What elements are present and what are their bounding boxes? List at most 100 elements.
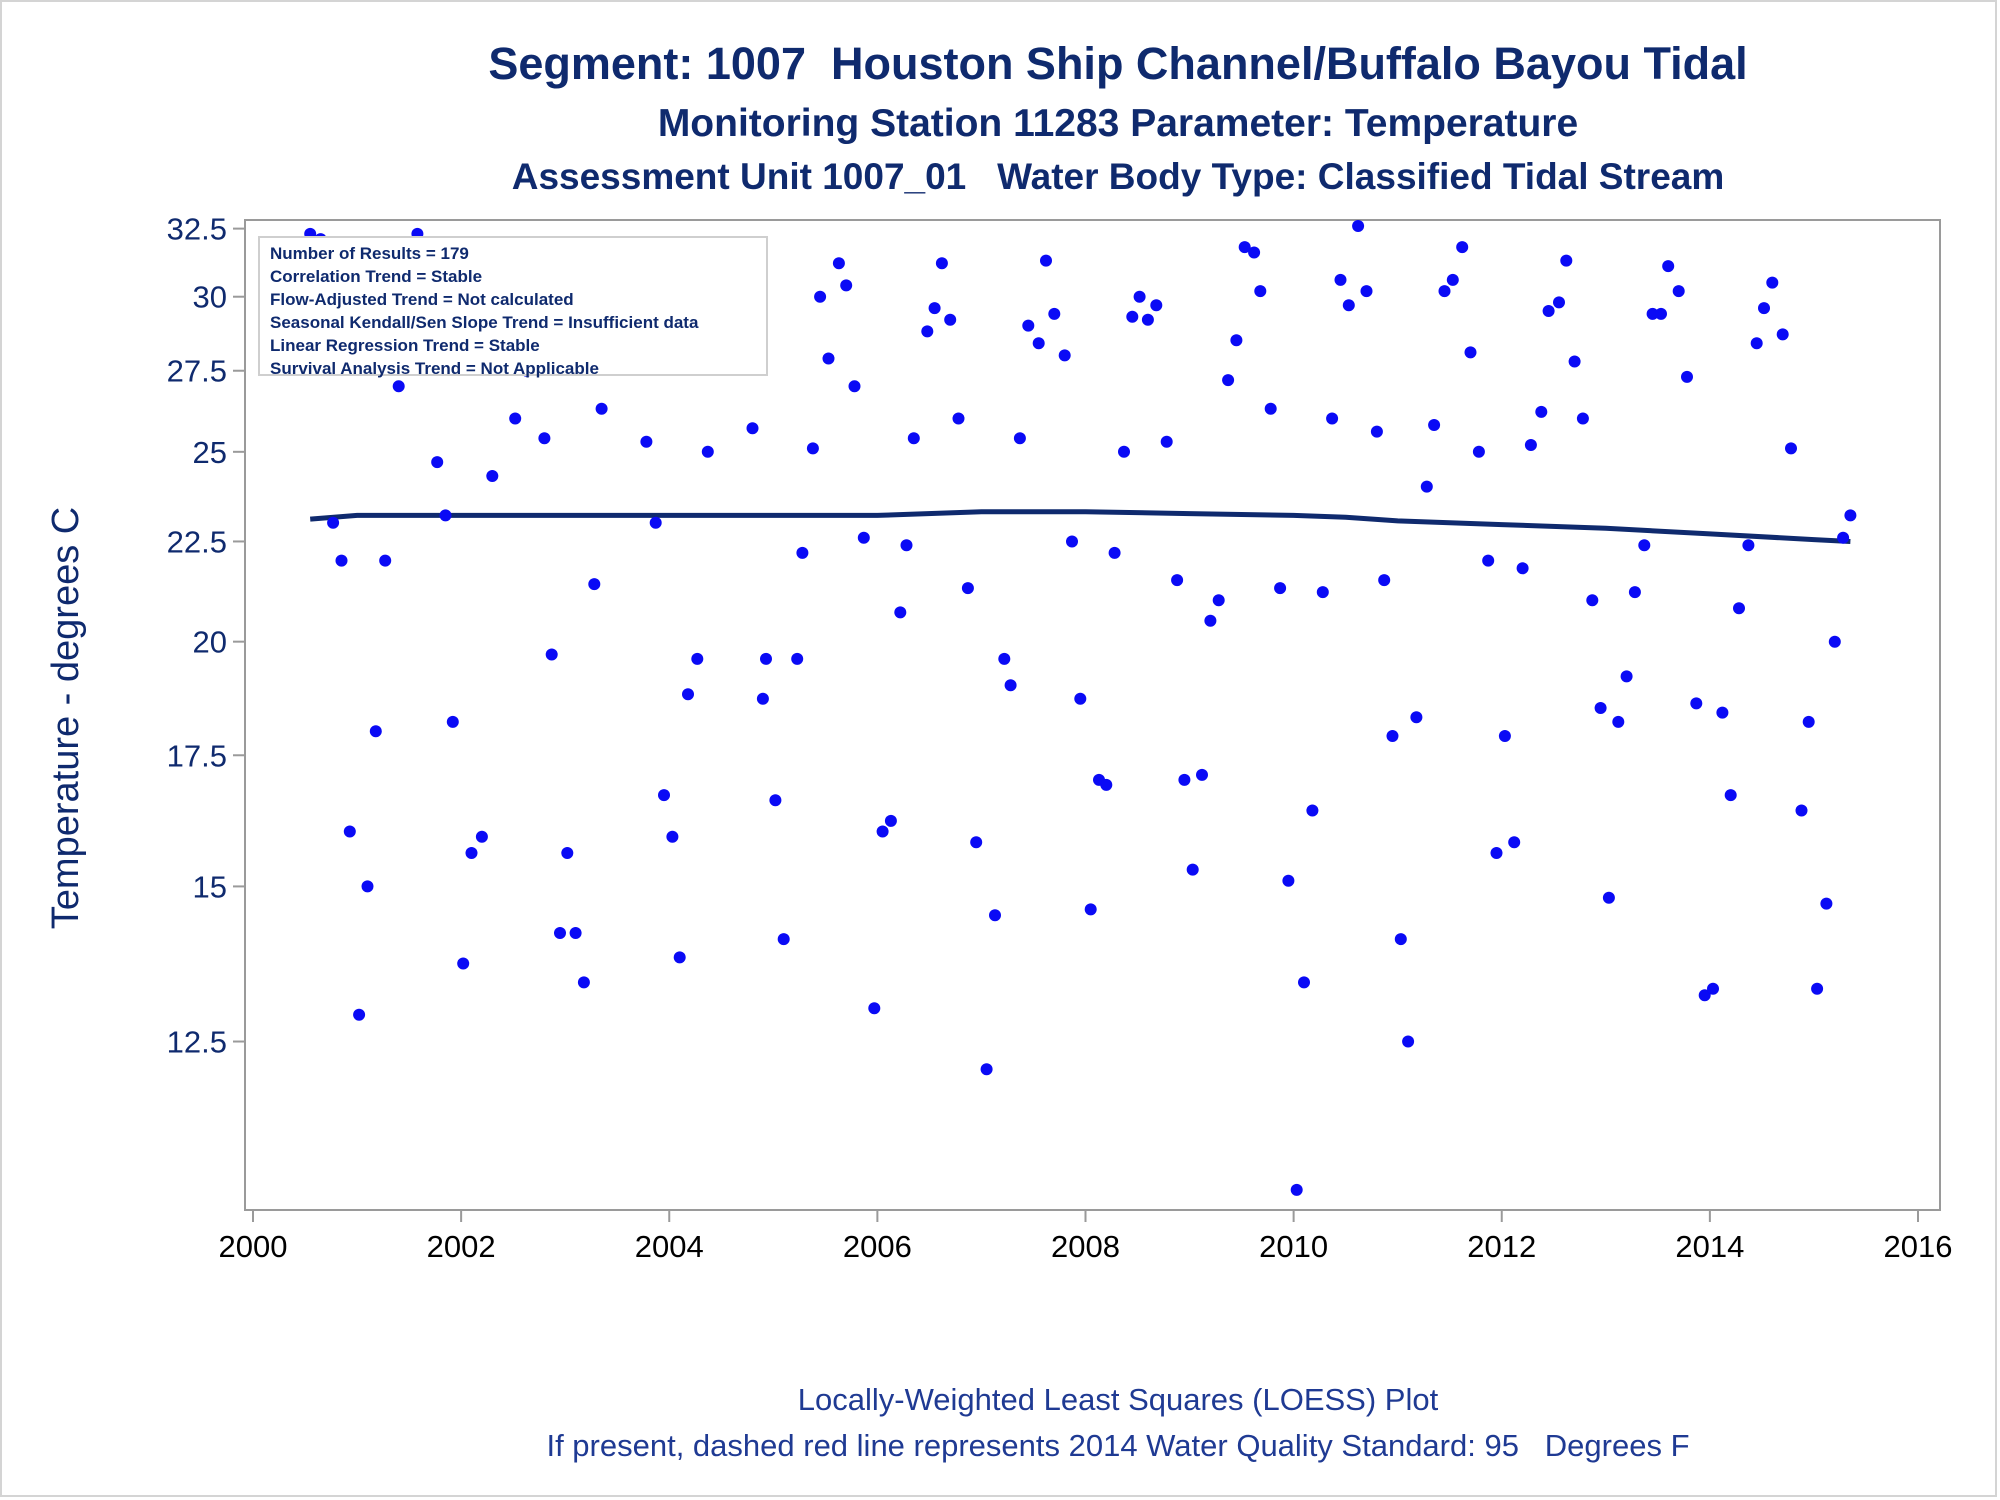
- data-point: [1334, 273, 1347, 286]
- data-point: [335, 554, 348, 567]
- data-point: [1420, 480, 1433, 493]
- y-tick-label: 25: [193, 435, 227, 470]
- data-point: [1326, 412, 1339, 425]
- data-point: [1212, 594, 1225, 607]
- data-point: [998, 652, 1011, 665]
- footer-note: Locally-Weighted Least Squares (LOESS) P…: [797, 1382, 1439, 1417]
- data-point: [588, 578, 601, 591]
- data-point: [1724, 789, 1737, 802]
- data-point: [1681, 370, 1693, 383]
- x-tick-label: 2008: [1051, 1229, 1120, 1264]
- data-point: [1084, 903, 1097, 916]
- data-point: [1602, 891, 1615, 904]
- data-point: [595, 402, 608, 415]
- data-point: [1160, 435, 1173, 448]
- data-point: [791, 652, 804, 665]
- x-tick-label: 2000: [219, 1229, 288, 1264]
- chart-title: Segment: 1007 Houston Ship Channel/Buffa…: [488, 38, 1748, 89]
- data-point: [1456, 241, 1469, 254]
- data-point: [1196, 768, 1208, 781]
- data-point: [1776, 328, 1789, 341]
- data-point: [1100, 778, 1113, 791]
- data-point: [1750, 337, 1763, 350]
- data-point: [649, 516, 662, 529]
- data-point: [1074, 692, 1087, 705]
- x-tick-label: 2002: [427, 1229, 496, 1264]
- y-tick-label: 17.5: [167, 738, 227, 773]
- data-point: [1290, 1183, 1303, 1196]
- data-point: [1013, 432, 1026, 445]
- data-point: [1410, 711, 1423, 724]
- data-point: [1766, 276, 1779, 289]
- stats-line: Survival Analysis Trend = Not Applicable: [270, 359, 599, 378]
- x-tick-label: 2012: [1467, 1229, 1536, 1264]
- data-point: [1204, 614, 1217, 627]
- data-point: [1222, 374, 1235, 387]
- data-point: [701, 445, 714, 458]
- data-point: [1058, 349, 1071, 362]
- loess-line: [310, 509, 1851, 544]
- data-point: [935, 257, 948, 270]
- data-point: [1178, 773, 1191, 786]
- data-point: [457, 957, 470, 970]
- data-point: [769, 794, 782, 807]
- data-point: [900, 539, 913, 552]
- x-tick-label: 2006: [843, 1229, 912, 1264]
- data-point: [392, 380, 405, 393]
- data-point: [1758, 302, 1770, 315]
- data-point: [691, 652, 704, 665]
- y-tick-label: 27.5: [167, 354, 227, 389]
- data-point: [1802, 715, 1815, 728]
- data-point: [673, 951, 686, 964]
- x-tick-label: 2010: [1259, 1229, 1328, 1264]
- data-point: [1553, 296, 1565, 309]
- data-point: [1254, 285, 1267, 298]
- data-point: [1004, 679, 1017, 692]
- data-point: [1837, 531, 1850, 544]
- data-point: [475, 830, 488, 843]
- data-point: [1698, 989, 1711, 1002]
- data-point: [554, 927, 566, 939]
- data-point: [486, 470, 499, 482]
- data-point: [682, 688, 694, 701]
- data-point: [1586, 594, 1599, 607]
- data-point: [509, 412, 522, 425]
- data-point: [857, 531, 870, 544]
- data-point: [1022, 319, 1035, 332]
- data-point: [431, 456, 444, 469]
- data-point: [1662, 260, 1675, 273]
- data-point: [545, 648, 558, 661]
- data-point: [1785, 442, 1797, 455]
- data-point: [1186, 863, 1199, 876]
- data-point: [1828, 635, 1841, 648]
- data-point: [980, 1063, 993, 1076]
- data-point: [1141, 313, 1154, 326]
- data-point: [1048, 307, 1061, 320]
- data-point: [1568, 355, 1581, 368]
- data-point: [439, 509, 452, 522]
- data-point: [379, 554, 392, 567]
- data-point: [1133, 290, 1146, 303]
- data-point: [1386, 730, 1399, 742]
- data-point: [760, 652, 772, 665]
- data-point: [569, 927, 582, 939]
- data-point: [1560, 254, 1573, 267]
- data-point: [1672, 285, 1685, 298]
- data-point: [944, 313, 957, 326]
- y-tick-label: 32.5: [167, 212, 227, 247]
- chart-subtitle-2: Assessment Unit 1007_01 Water Body Type:…: [511, 156, 1725, 197]
- data-point: [343, 825, 356, 838]
- data-point: [1402, 1035, 1415, 1048]
- data-point: [1306, 804, 1319, 817]
- y-tick-label: 30: [193, 280, 227, 315]
- data-point: [1508, 836, 1521, 849]
- stats-line: Correlation Trend = Stable: [270, 267, 483, 286]
- plot-area-border: [244, 219, 1941, 1211]
- data-point: [1690, 697, 1703, 710]
- data-point: [1032, 337, 1045, 350]
- data-point: [1316, 586, 1329, 599]
- data-point: [538, 432, 551, 445]
- data-point: [970, 836, 983, 849]
